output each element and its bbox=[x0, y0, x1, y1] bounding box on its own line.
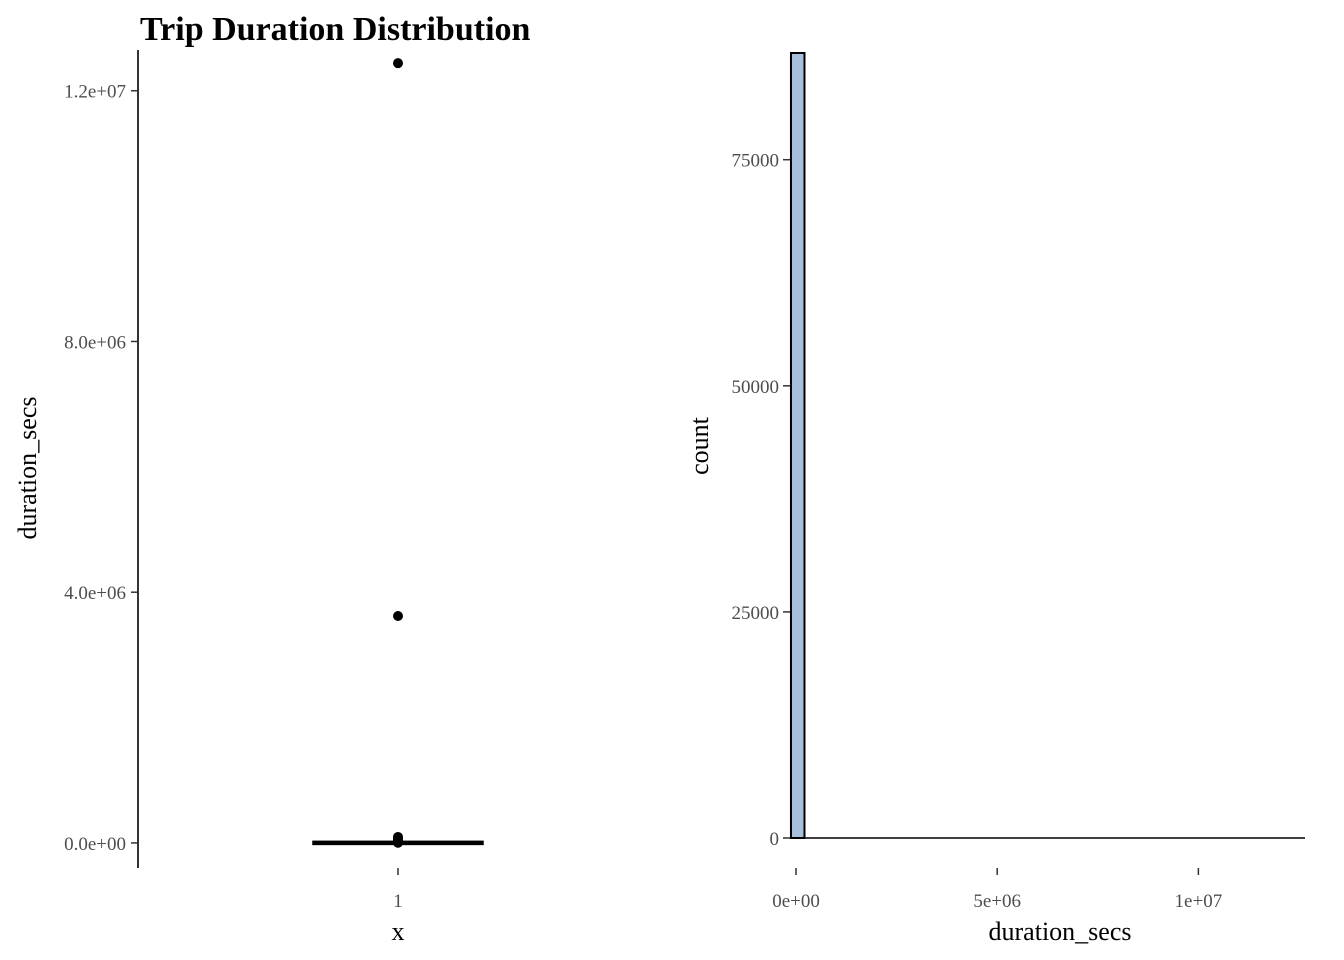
histogram-y-tick-label: 50000 bbox=[732, 377, 780, 398]
histogram-y-tick-label: 75000 bbox=[732, 151, 780, 172]
histogram-bars bbox=[789, 52, 806, 839]
boxplot-outlier-point bbox=[393, 837, 403, 848]
boxplot-outlier-point bbox=[393, 58, 403, 69]
boxplot-y-tick-label: 1.2e+07 bbox=[64, 82, 126, 103]
histogram-y-ticks: 0 25000 50000 75000 bbox=[732, 151, 790, 850]
histogram-x-tick-label: 1e+07 bbox=[1175, 891, 1223, 912]
boxplot-y-ticks: 0.0e+00 4.0e+06 8.0e+06 1.2e+07 bbox=[64, 82, 138, 855]
histogram-bar bbox=[789, 52, 806, 839]
boxplot-x-axis-title: x bbox=[392, 917, 405, 946]
histogram-y-axis-title: count bbox=[685, 416, 714, 475]
boxplot-y-tick-label: 4.0e+06 bbox=[64, 583, 126, 604]
histogram-y-tick-label: 0 bbox=[770, 829, 780, 850]
histogram-x-axis-title: duration_secs bbox=[989, 917, 1132, 946]
boxplot-x-ticks: 1 bbox=[393, 868, 403, 912]
histogram-x-tick-label: 5e+06 bbox=[973, 891, 1021, 912]
histogram-x-ticks: 0e+00 5e+06 1e+07 bbox=[772, 868, 1222, 912]
boxplot-y-axis-title: duration_secs bbox=[13, 397, 42, 540]
histogram-y-tick-label: 25000 bbox=[732, 603, 780, 624]
boxplot-outlier-point bbox=[393, 611, 403, 622]
boxplot-x-tick-label: 1 bbox=[393, 891, 403, 912]
boxplot-panel: 0.0e+00 4.0e+06 8.0e+06 1.2e+07 1 x duratio… bbox=[13, 50, 484, 946]
boxplot-outliers bbox=[393, 58, 403, 848]
boxplot-y-tick-label: 0.0e+00 bbox=[64, 834, 126, 855]
boxplot-y-tick-label: 8.0e+06 bbox=[64, 332, 126, 353]
histogram-x-tick-label: 0e+00 bbox=[772, 891, 820, 912]
histogram-panel: 0 25000 50000 75000 0e+00 5e+06 1e+07 duratio… bbox=[685, 52, 1305, 946]
chart-title: Trip Duration Distribution bbox=[140, 11, 531, 48]
